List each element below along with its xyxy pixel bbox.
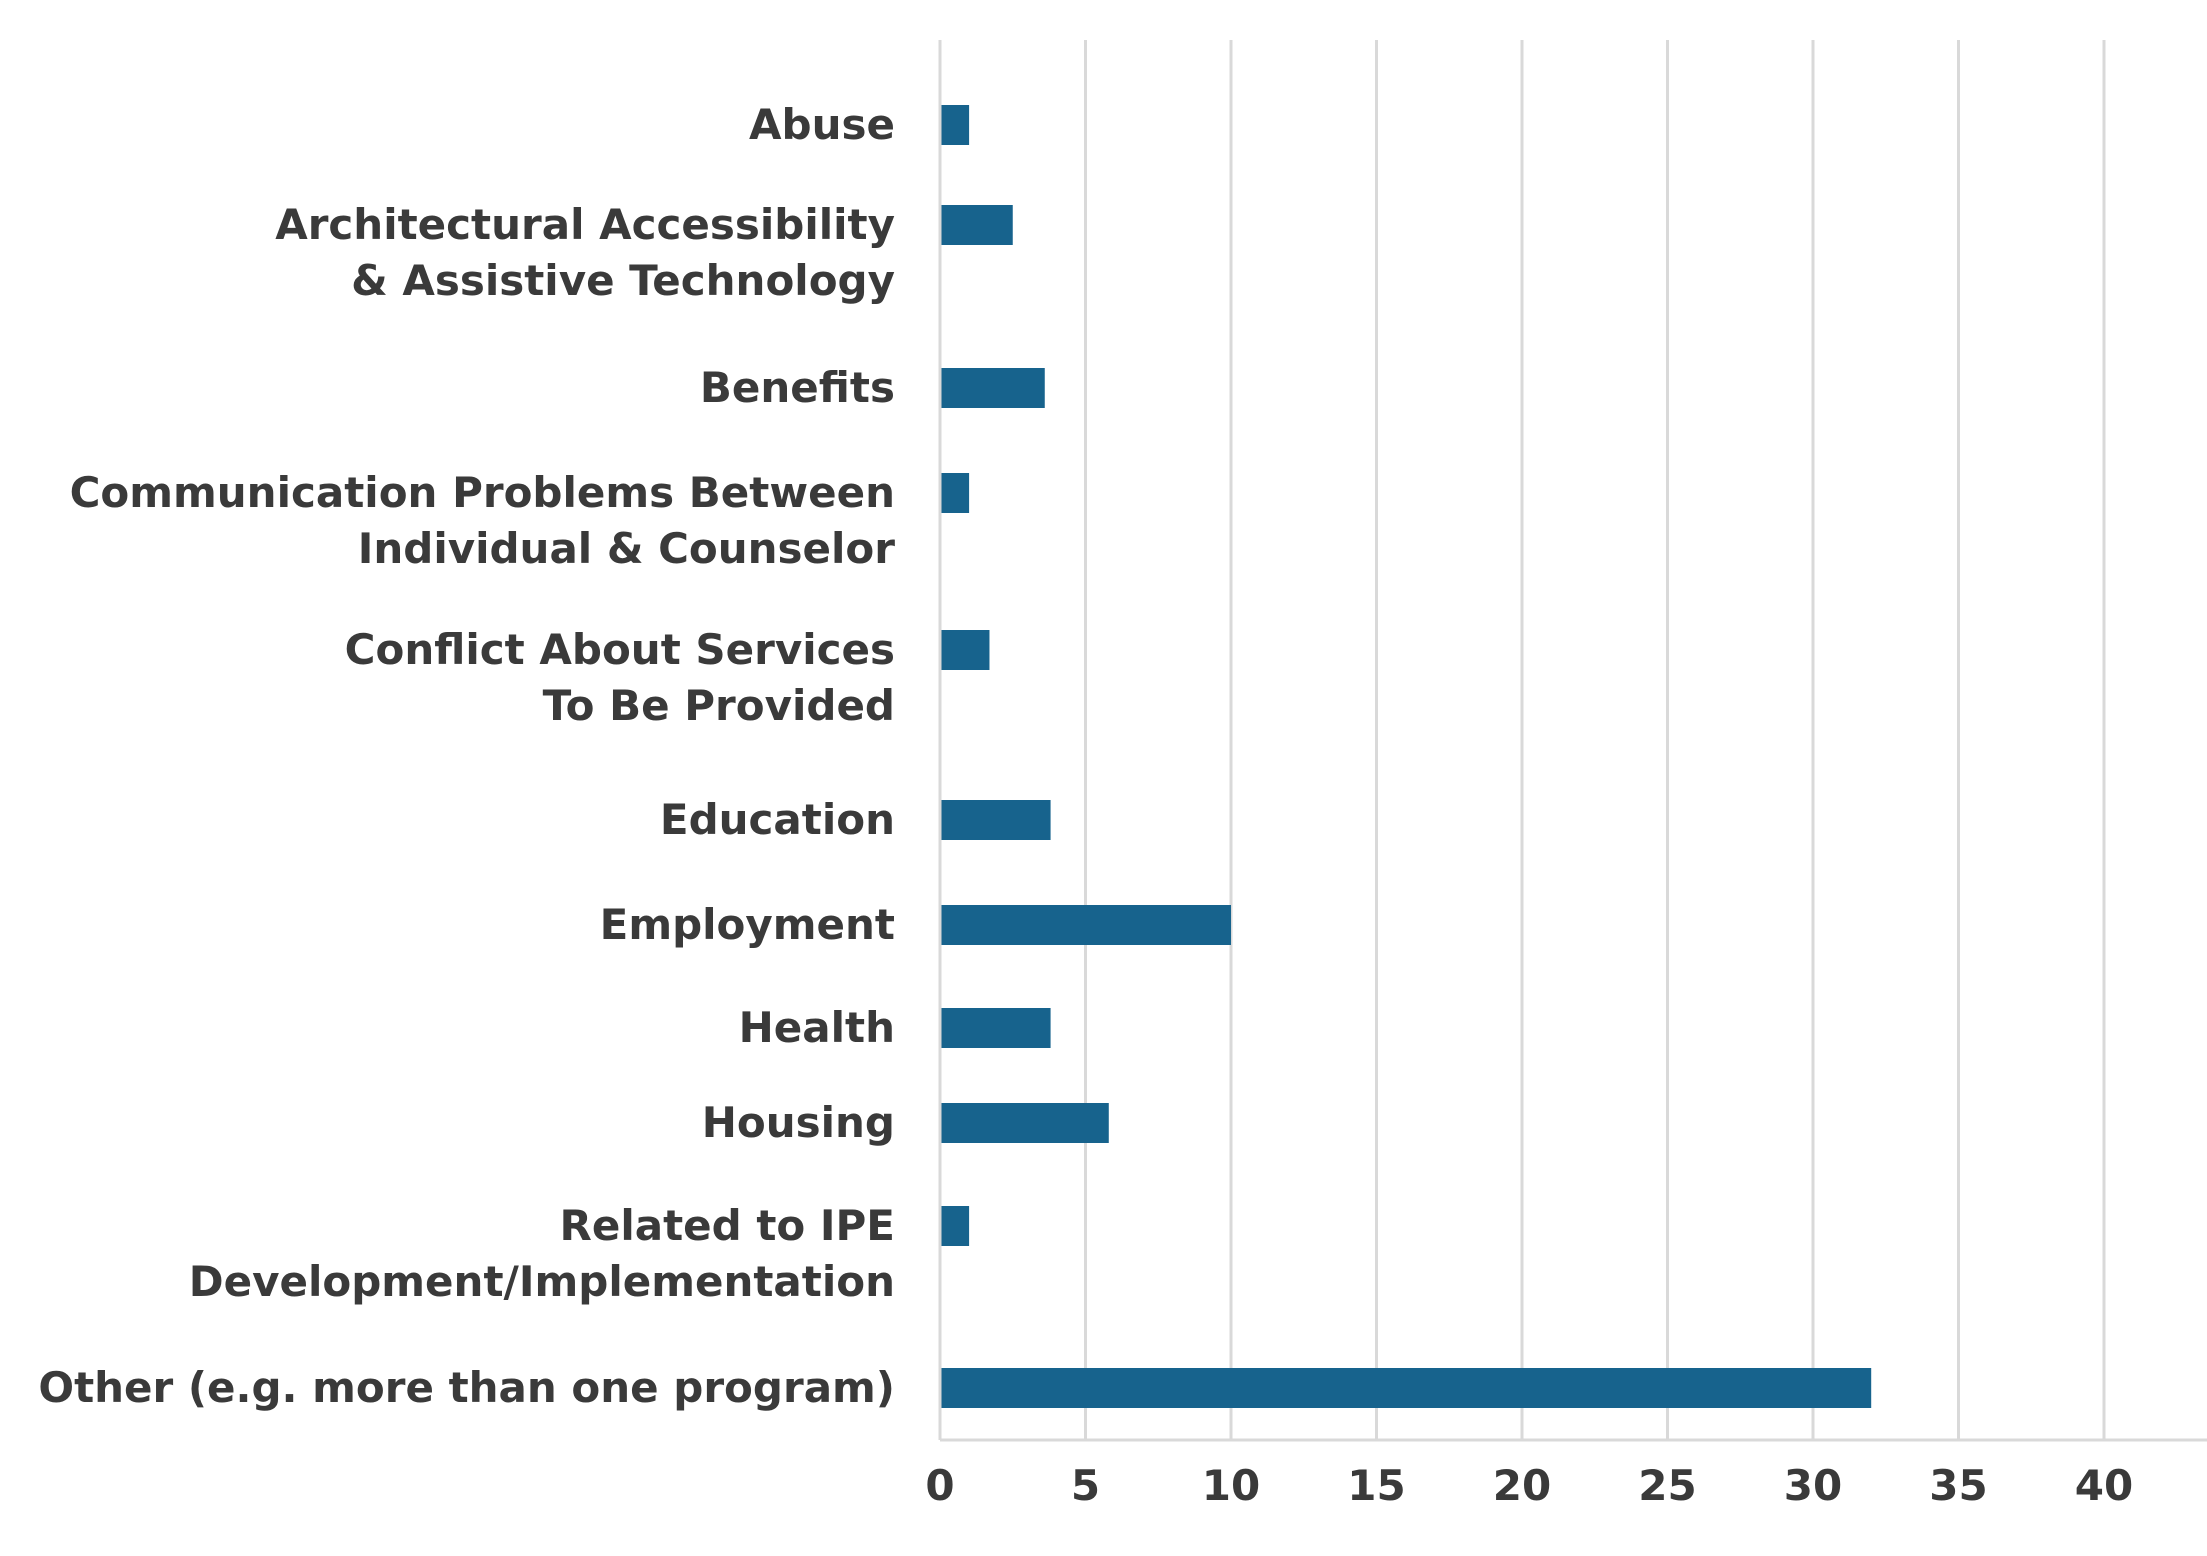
category-label-1-line-0: Architectural Accessibility	[275, 200, 895, 249]
category-label-9-line-0: Related to IPE	[560, 1201, 895, 1250]
bar-7	[940, 1008, 1051, 1048]
x-tick-label-15: 15	[1347, 1461, 1405, 1510]
x-tick-label-25: 25	[1638, 1461, 1696, 1510]
bar-5	[940, 800, 1051, 840]
x-tick-label-40: 40	[2075, 1461, 2133, 1510]
bar-layer	[940, 105, 1872, 1408]
category-label-7: Health	[739, 1003, 895, 1052]
x-tick-label-10: 10	[1202, 1461, 1260, 1510]
axis-layer	[938, 40, 2207, 1442]
bar-3	[940, 473, 970, 513]
bar-6	[940, 905, 1231, 945]
category-label-4-line-1: To Be Provided	[543, 681, 895, 730]
x-tick-label-30: 30	[1784, 1461, 1842, 1510]
bar-2	[940, 368, 1045, 408]
category-label-8: Housing	[702, 1098, 895, 1147]
x-tick-label-0: 0	[925, 1461, 954, 1510]
x-tick-label-20: 20	[1493, 1461, 1551, 1510]
category-label-0: Abuse	[749, 100, 895, 149]
category-label-6: Employment	[600, 900, 895, 949]
x-tick-label-35: 35	[1929, 1461, 1987, 1510]
label-layer: 0 5 10 15 20 25 30 35 40 Abuse Architectural Acces…	[38, 100, 2133, 1510]
bar-1	[940, 205, 1013, 245]
category-label-4-line-0: Conflict About Services	[345, 625, 895, 674]
bar-0	[940, 105, 970, 145]
category-label-10: Other (e.g. more than one program)	[38, 1363, 895, 1412]
category-label-5: Education	[660, 795, 895, 844]
bar-9	[940, 1206, 970, 1246]
x-tick-label-5: 5	[1071, 1461, 1100, 1510]
category-label-3-line-1: Individual & Counselor	[358, 524, 896, 573]
bar-10	[940, 1368, 1872, 1408]
category-label-3-line-0: Communication Problems Between	[70, 468, 895, 517]
category-label-1-line-1: & Assistive Technology	[351, 256, 895, 305]
category-label-2: Benefits	[700, 363, 895, 412]
bar-8	[940, 1103, 1109, 1143]
category-label-9-line-1: Development/Implementation	[189, 1257, 895, 1306]
bar-4	[940, 630, 990, 670]
grid-layer	[1084, 40, 2106, 1440]
